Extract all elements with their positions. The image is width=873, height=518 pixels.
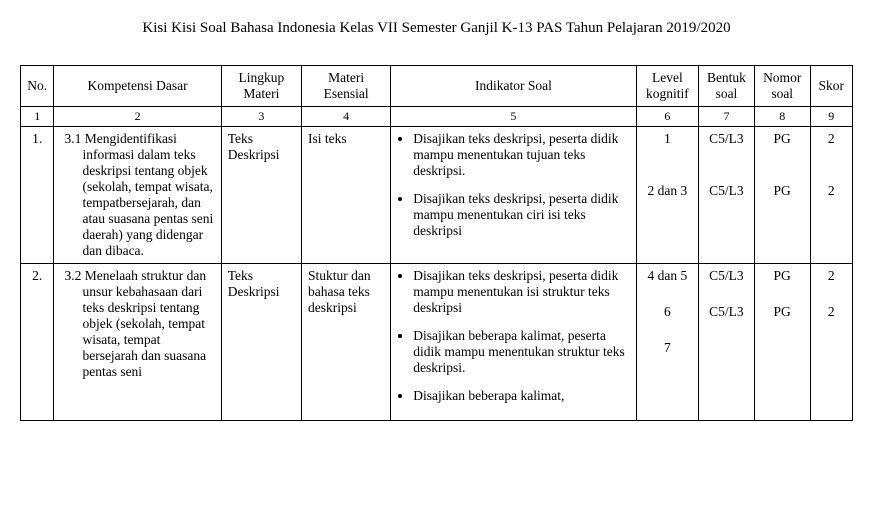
col-ns: Nomor soal [754,66,810,107]
indikator-item: Disajikan beberapa kalimat, peserta didi… [413,328,629,376]
header-number-row: 1 2 3 4 5 6 7 8 9 [21,107,853,127]
indikator-item: Disajikan teks deskripsi, peserta didik … [413,191,629,239]
cell-kd: 3.2 Menelaah struktur dan unsur kebahasa… [54,264,221,421]
cell-ns: PG PG [754,127,810,264]
num-cell: 4 [302,107,391,127]
cell-lk: 1 2 dan 3 [636,127,698,264]
cell-indikator: Disajikan teks deskripsi, peserta didik … [391,127,636,264]
table-row: 1. 3.1 Mengidentifikasi informasi dalam … [21,127,853,264]
cell-no: 2. [21,264,54,421]
cell-lm: Teks Deskripsi [221,264,301,421]
cell-sk: 2 2 [810,127,852,264]
cell-indikator: Disajikan teks deskripsi, peserta didik … [391,264,636,421]
num-cell: 3 [221,107,301,127]
col-sk: Skor [810,66,852,107]
col-kd: Kompetensi Dasar [54,66,221,107]
cell-lk: 4 dan 5 6 7 [636,264,698,421]
cell-bs: C5/L3 C5/L3 [699,127,755,264]
page-title: Kisi Kisi Soal Bahasa Indonesia Kelas VI… [20,20,853,37]
table-row: 2. 3.2 Menelaah struktur dan unsur kebah… [21,264,853,421]
cell-ns: PG PG [754,264,810,421]
col-bs: Bentuk soal [699,66,755,107]
col-no: No. [21,66,54,107]
col-lk: Level kognitif [636,66,698,107]
col-is: Indikator Soal [391,66,636,107]
cell-sk: 2 2 [810,264,852,421]
num-cell: 9 [810,107,852,127]
num-cell: 2 [54,107,221,127]
cell-kd: 3.1 Mengidentifikasi informasi dalam tek… [54,127,221,264]
num-cell: 6 [636,107,698,127]
main-table: No. Kompetensi Dasar Lingkup Materi Mate… [20,65,853,421]
cell-me: Stuktur dan bahasa teks deskripsi [302,264,391,421]
cell-me: Isi teks [302,127,391,264]
indikator-item: Disajikan beberapa kalimat, [413,388,629,404]
header-row: No. Kompetensi Dasar Lingkup Materi Mate… [21,66,853,107]
num-cell: 5 [391,107,636,127]
num-cell: 1 [21,107,54,127]
cell-bs: C5/L3 C5/L3 [699,264,755,421]
cell-no: 1. [21,127,54,264]
indikator-item: Disajikan teks deskripsi, peserta didik … [413,131,629,179]
col-me: Materi Esensial [302,66,391,107]
cell-lm: Teks Deskripsi [221,127,301,264]
num-cell: 7 [699,107,755,127]
indikator-item: Disajikan teks deskripsi, peserta didik … [413,268,629,316]
num-cell: 8 [754,107,810,127]
col-lm: Lingkup Materi [221,66,301,107]
